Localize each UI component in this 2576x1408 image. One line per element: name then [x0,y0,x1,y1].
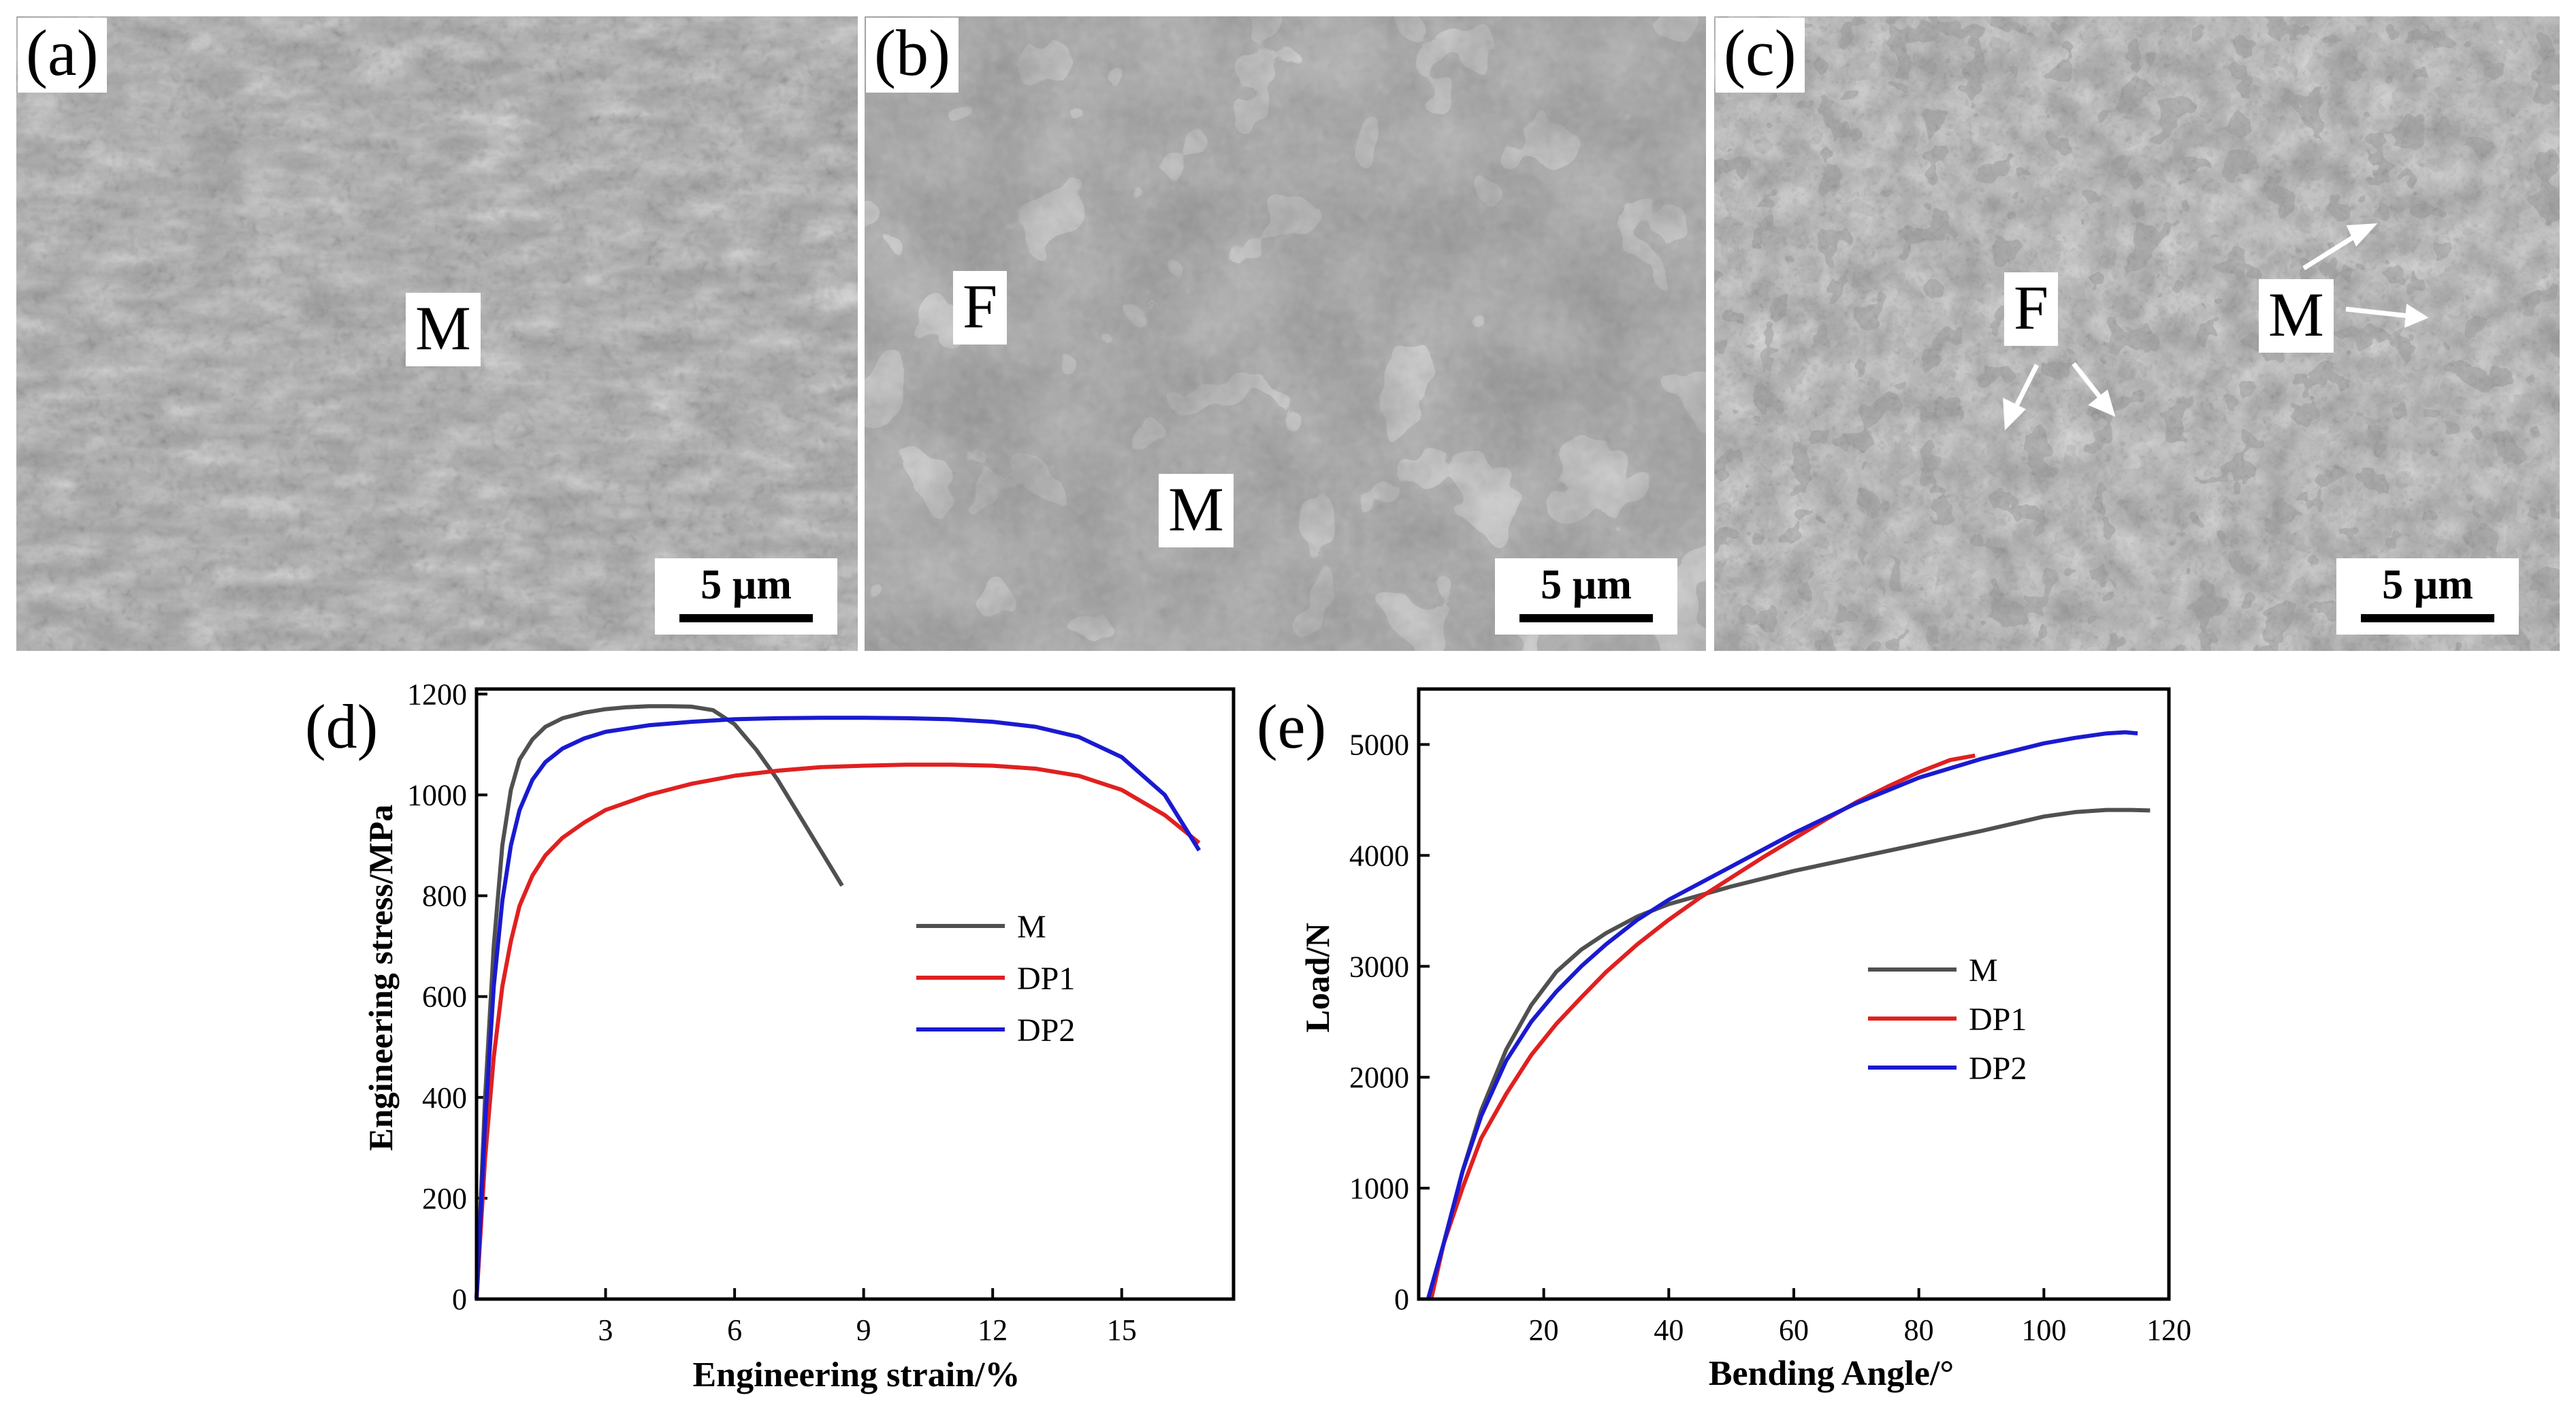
chart-e-legend: M DP1 DP2 [1868,953,2027,1087]
series-line-m [474,704,844,1300]
phase-label-martensite-a: M [406,293,481,366]
legend-label-dp2: DP2 [1969,1051,2027,1087]
legend-label-dp1: DP1 [1969,1002,2027,1038]
series-line-dp2 [474,716,1202,1300]
chart-d-ylabel: Engineering stress/MPa [361,805,400,1151]
x-tick-label: 80 [1904,1313,1934,1347]
chart-d-xlabel: Engineering strain/% [692,1356,1020,1394]
chart-d-frame [474,687,1236,1301]
x-tick-label: 100 [2021,1313,2066,1347]
scale-bar-a: 5 µm [655,558,837,635]
chart-d-legend: M DP1 DP2 [916,909,1075,1049]
panel-tag-b: (b) [866,18,959,93]
chart-d-ticks: 3 6 9 12 15 0 200 400 600 800 1000 1200 [407,677,1137,1347]
legend-label-dp2: DP2 [1017,1012,1075,1049]
annotation-arrows-c [2003,223,2429,430]
y-tick-label: 0 [1394,1283,1409,1316]
chart-d-tag: (d) [305,692,378,761]
sem-image-c [1714,16,2560,651]
y-tick-label: 2000 [1349,1061,1409,1094]
y-tick-label: 800 [422,880,467,913]
legend-label-m: M [1017,909,1046,945]
chart-d-stress-strain: (d) Engineering stress/MPa Engineering s… [305,677,1236,1394]
y-tick-label: 1200 [407,677,467,711]
chart-e-ylabel: Load/N [1298,923,1336,1032]
y-tick-label: 1000 [407,779,467,812]
x-tick-label: 12 [978,1313,1008,1347]
x-tick-label: 3 [598,1313,613,1347]
scale-bar-label: 5 µm [2382,562,2473,608]
phase-label-ferrite-b: F [953,271,1008,345]
chart-e-series [1426,730,2151,1300]
y-tick-label: 3000 [1349,950,1409,983]
y-tick-label: 200 [422,1182,467,1215]
scale-bar-c: 5 µm [2336,558,2519,635]
x-tick-label: 15 [1107,1313,1137,1347]
x-tick-label: 120 [2146,1313,2191,1347]
sem-texture-c [1714,16,2560,651]
chart-e-tag: (e) [1257,692,1326,761]
legend-label-dp1: DP1 [1017,961,1075,997]
scale-bar-b: 5 µm [1495,558,1677,635]
series-line-dp2 [1426,730,2138,1300]
panel-tag-c: (c) [1716,18,1805,93]
series-line-dp1 [474,763,1201,1300]
phase-label-ferrite-c: F [2004,272,2059,346]
scale-bar-label: 5 µm [701,562,792,608]
x-tick-label: 40 [1654,1313,1684,1347]
scale-bar-line [1519,614,1653,622]
y-tick-label: 1000 [1349,1172,1409,1205]
scale-bar-line [2361,614,2494,622]
x-tick-label: 60 [1779,1313,1809,1347]
phase-label-martensite-b: M [1159,474,1234,547]
panel-tag-a: (a) [18,18,107,93]
y-tick-label: 0 [452,1283,467,1316]
phase-label-martensite-c: M [2259,279,2334,353]
x-tick-label: 6 [727,1313,742,1347]
chart-d-series [474,704,1202,1300]
y-tick-label: 5000 [1349,728,1409,761]
chart-e-load-angle: (e) Load/N Bending Angle/° 20 40 60 80 100 12… [1257,687,2191,1393]
y-tick-label: 4000 [1349,839,1409,872]
series-line-dp1 [1429,753,1976,1300]
series-line-m [1426,807,2151,1300]
chart-e-xlabel: Bending Angle/° [1709,1354,1954,1393]
chart-e-ticks: 20 40 60 80 100 120 0 1000 2000 3000 4000 5000 [1349,728,2191,1347]
scale-bar-label: 5 µm [1541,562,1632,608]
y-tick-label: 600 [422,980,467,1014]
chart-e-frame [1417,687,2171,1301]
x-tick-label: 9 [856,1313,871,1347]
y-tick-label: 400 [422,1081,467,1115]
legend-label-m: M [1969,953,1998,989]
scale-bar-line [679,614,813,622]
x-tick-label: 20 [1529,1313,1559,1347]
